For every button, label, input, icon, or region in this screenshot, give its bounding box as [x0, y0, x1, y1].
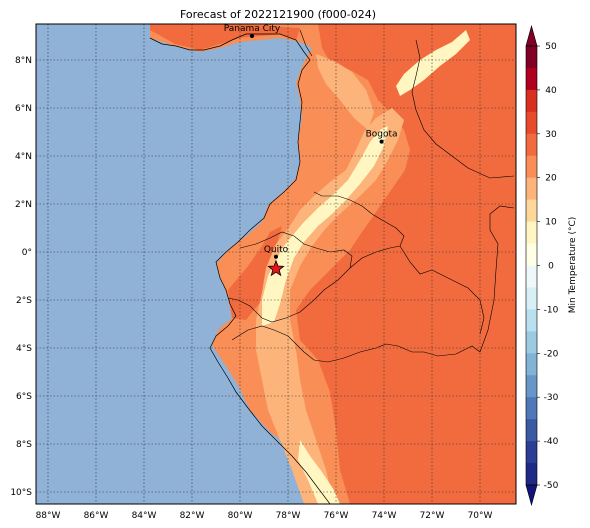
colorbar-band [526, 309, 537, 332]
lon-tick-label: 82°W [180, 511, 205, 521]
land-west-coast [228, 226, 282, 320]
colorbar-band [526, 67, 537, 91]
lon-tick-label: 70°W [468, 511, 493, 521]
lat-tick-label: 8°S [16, 440, 32, 450]
colorbar-band [526, 111, 537, 135]
city-dot [274, 254, 278, 259]
colorbar-tick-label: -30 [544, 393, 559, 403]
colorbar-tick-label: 50 [545, 42, 557, 52]
lon-tick-label: 86°W [84, 511, 109, 521]
colorbar-band [526, 287, 537, 310]
colorbar-band [526, 177, 537, 201]
colorbar-band [526, 353, 537, 376]
colorbar-band [526, 243, 537, 266]
colorbar-tick-label: -20 [544, 349, 559, 359]
colorbar: 50 40 30 20 10 0 -10 -20 -30 -40 -50 [525, 24, 559, 507]
colorbar-tick-label: -10 [544, 305, 559, 315]
graticule [36, 24, 516, 504]
colorbar-extend-max [525, 24, 538, 47]
city-label: Quito [264, 245, 289, 255]
coastline [149, 33, 331, 504]
map-title: Forecast of 2022121900 (f000-024) [180, 8, 376, 21]
map-frame [35, 23, 517, 505]
lon-tick-label: 74°W [372, 511, 397, 521]
land-andes-highland [262, 126, 388, 326]
colorbar-band [526, 441, 537, 464]
map-area: Panama City Bogota Quito [36, 24, 516, 504]
colorbar-band [526, 199, 537, 223]
land-northeast-highland [396, 30, 470, 96]
forecast-location-star-icon [267, 259, 285, 277]
lat-tick-label: 6°N [15, 104, 32, 114]
colorbar-band [526, 89, 537, 113]
latitude-tick-labels: 8°N 6°N 4°N 2°N 0° 2°S 4°S 6°S 8°S 10°S [10, 56, 32, 498]
city-label: Panama City [224, 24, 281, 34]
colorbar-extend-min [525, 484, 538, 507]
lat-tick-label: 2°S [16, 296, 32, 306]
colorbar-band [526, 397, 537, 420]
city-dot [379, 139, 384, 144]
city-dot [250, 34, 254, 38]
land-southern-highland [298, 440, 340, 504]
lon-tick-label: 76°W [324, 511, 349, 521]
lon-tick-label: 78°W [276, 511, 301, 521]
lat-tick-label: 2°N [15, 200, 32, 210]
colorbar-tick-label: 40 [545, 86, 557, 96]
colorbar-label: Min Temperature (°C) [568, 217, 578, 314]
lon-tick-label: 84°W [132, 511, 157, 521]
colorbar-tick-label: 10 [545, 218, 557, 228]
land-interior [296, 24, 516, 504]
longitude-tick-labels: 88°W 86°W 84°W 82°W 80°W 78°W 76°W 74°W 72°W 70°W [36, 511, 493, 521]
lat-tick-label: 8°N [15, 56, 32, 66]
colorbar-band [526, 133, 537, 157]
colorbar-band [526, 375, 537, 398]
country-borders [227, 29, 515, 363]
lon-tick-label: 72°W [420, 511, 445, 521]
land-andes-valley [256, 108, 404, 504]
colorbar-tick-label: -50 [544, 481, 559, 491]
lat-tick-label: 10°S [10, 488, 32, 498]
colorbar-band [526, 331, 537, 354]
lat-tick-label: 4°N [15, 152, 32, 162]
city-markers: Panama City Bogota Quito [224, 24, 398, 259]
colorbar-band [526, 155, 537, 179]
colorbar-band [526, 463, 537, 486]
lat-tick-label: 6°S [16, 392, 32, 402]
colorbar-band [526, 46, 537, 69]
colorbar-tick-label: 30 [545, 130, 557, 140]
colorbar-tick-label: 0 [548, 262, 554, 272]
lat-tick-label: 4°S [16, 344, 32, 354]
lon-tick-label: 88°W [36, 511, 61, 521]
lon-tick-label: 80°W [228, 511, 253, 521]
land-central-america [150, 24, 300, 50]
lat-tick-label: 0° [22, 248, 32, 258]
land-north-valley [316, 54, 374, 130]
colorbar-tick-label: 20 [545, 174, 557, 184]
colorbar-band [526, 221, 537, 245]
colorbar-tick-label: -40 [544, 437, 559, 447]
city-label: Bogota [366, 130, 398, 140]
colorbar-band [526, 265, 537, 288]
colorbar-band [526, 419, 537, 442]
